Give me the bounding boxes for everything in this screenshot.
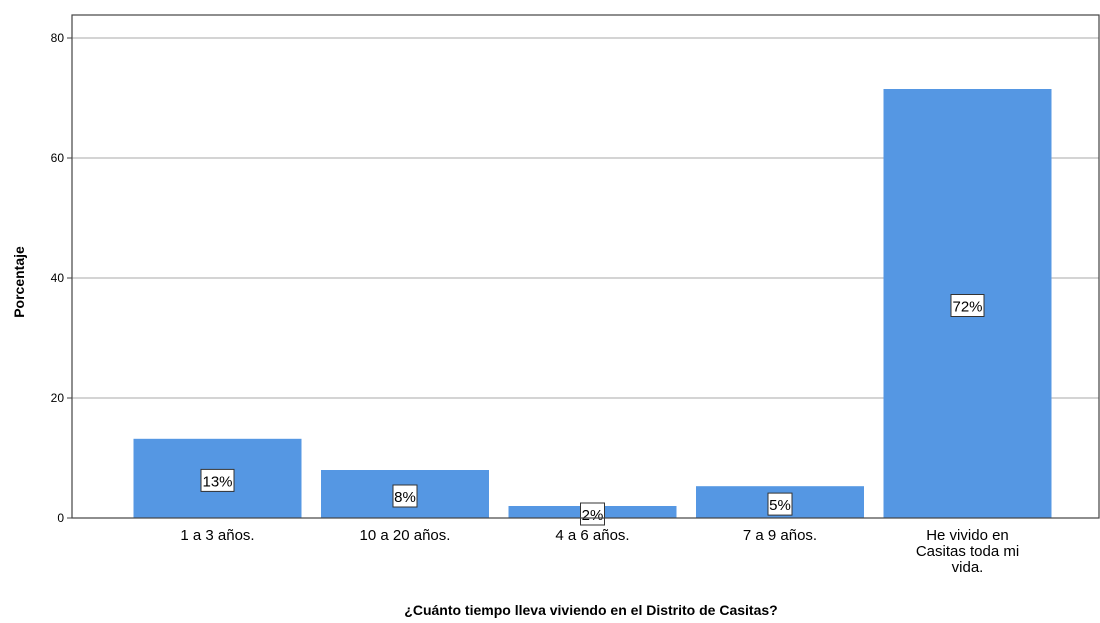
x-tick-label: 1 a 3 años.: [180, 527, 254, 544]
y-tick-label: 20: [51, 391, 65, 405]
x-tick-label: 4 a 6 años.: [555, 527, 629, 544]
data-label: 72%: [950, 294, 985, 317]
data-label-box: [580, 502, 605, 526]
x-tick-label: He vivido en Casitas toda mi vida.: [916, 527, 1019, 576]
data-label-text: 8%: [394, 489, 416, 506]
x-axis-title: ¿Cuánto tiempo lleva viviendo en el Dist…: [404, 602, 777, 618]
y-tick-label: 80: [51, 31, 65, 45]
y-tick-label: 0: [57, 511, 64, 525]
y-axis-title: Porcentaje: [11, 246, 27, 318]
data-label-box: [950, 294, 985, 317]
x-axis-categories: 1 a 3 años. 10 a 20 años. 4 a 6 años. 7 a 9…: [180, 527, 1019, 576]
data-label-box: [392, 484, 418, 508]
y-tick-label: 40: [51, 271, 65, 285]
bars: [133, 89, 1052, 518]
data-label-box: [200, 468, 235, 492]
data-label-text: 5%: [769, 497, 791, 514]
data-label: 2%: [580, 502, 605, 526]
data-label: 5%: [767, 492, 793, 516]
y-tick-label: 60: [51, 151, 65, 165]
data-label: 8%: [392, 484, 418, 508]
data-label-text: 2%: [582, 507, 604, 524]
data-label-text: 13%: [202, 473, 232, 490]
y-axis-ticks: 0 20 40 60 80: [51, 31, 72, 525]
data-label-text: 72%: [952, 299, 982, 316]
x-tick-label: 7 a 9 años.: [743, 527, 817, 544]
x-tick-label: 10 a 20 años.: [360, 527, 451, 544]
plot-frame: [71, 14, 1100, 519]
data-label-box: [767, 492, 793, 516]
data-labels: 13% 8% 2% 5% 72%: [200, 294, 985, 526]
data-label: 13%: [200, 468, 235, 492]
